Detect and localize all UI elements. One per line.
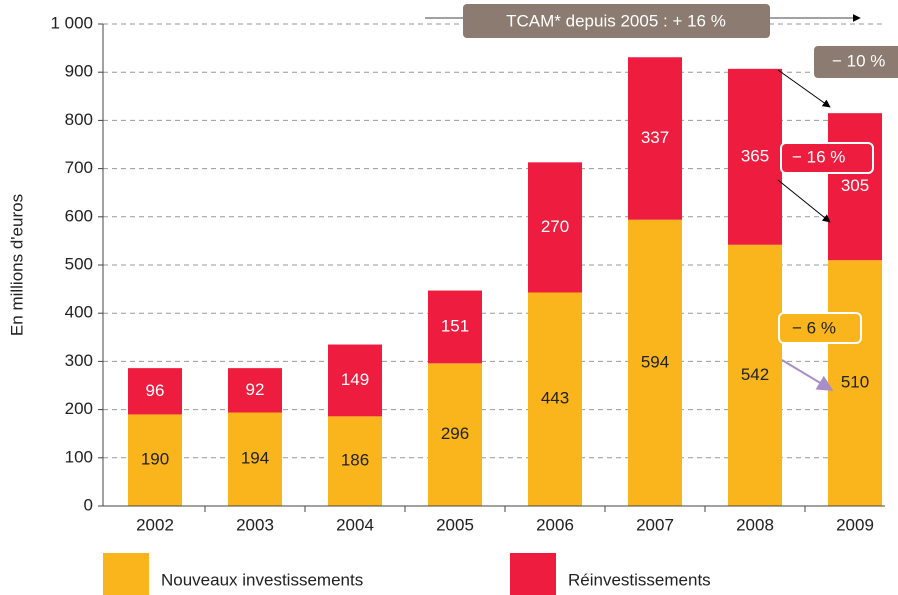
x-tick-label: 2007: [636, 515, 674, 534]
bar-segment: [128, 414, 182, 506]
y-axis-label: En millions d'euros: [7, 194, 26, 336]
bar-segment: [428, 363, 482, 506]
annotation: − 6 %: [792, 318, 836, 337]
bar-segment: [128, 368, 182, 415]
data-label: 149: [341, 370, 369, 389]
data-label: 305: [841, 176, 869, 195]
y-tick-label: 1 000: [50, 13, 93, 32]
y-tick-label: 600: [65, 206, 93, 225]
legend-swatch: [103, 553, 149, 595]
y-tick-label: 300: [65, 351, 93, 370]
x-tick-label: 2003: [236, 515, 274, 534]
bar-segment: [328, 416, 382, 506]
annotation-box: [778, 312, 862, 344]
data-label: 92: [246, 380, 265, 399]
data-label: 296: [441, 424, 469, 443]
data-label: 190: [141, 450, 169, 469]
data-label: 194: [241, 449, 269, 468]
data-label: 96: [146, 381, 165, 400]
bar-segment: [628, 57, 682, 220]
annotation-box: [780, 142, 874, 174]
data-label: 443: [541, 389, 569, 408]
data-label: 594: [641, 352, 669, 371]
annotation-box: [463, 4, 770, 38]
data-label: 542: [741, 365, 769, 384]
y-tick-label: 0: [84, 495, 93, 514]
legend-label: Réinvestissements: [568, 570, 711, 589]
bar-segment: [528, 292, 582, 506]
data-label: 151: [441, 316, 469, 335]
arrow: [777, 179, 831, 223]
bar-segment: [728, 68, 782, 245]
arrow: [777, 69, 831, 108]
y-tick-label: 400: [65, 303, 93, 322]
bar-segment: [428, 290, 482, 364]
annotation-box: [814, 46, 898, 78]
arrow: [781, 359, 834, 391]
data-label: 365: [741, 146, 769, 165]
bar-segment: [628, 219, 682, 506]
data-label: 186: [341, 451, 369, 470]
y-tick-label: 100: [65, 447, 93, 466]
bar-segment: [728, 244, 782, 507]
y-tick-label: 200: [65, 399, 93, 418]
bar-segment: [228, 368, 282, 413]
legend-label: Nouveaux investissements: [161, 570, 363, 589]
x-tick-label: 2006: [536, 515, 574, 534]
y-tick-label: 900: [65, 62, 93, 81]
legend-swatch: [510, 553, 556, 595]
annotation: − 10 %: [832, 51, 885, 70]
x-tick-label: 2002: [136, 515, 174, 534]
bar-segment: [828, 113, 882, 261]
data-label: 337: [641, 128, 669, 147]
annotation: − 16 %: [792, 147, 845, 166]
bar-segment: [328, 344, 382, 417]
x-tick-label: 2009: [836, 515, 874, 534]
x-tick-label: 2005: [436, 515, 474, 534]
bar-segment: [228, 412, 282, 506]
y-tick-label: 800: [65, 110, 93, 129]
data-label: 510: [841, 373, 869, 392]
x-tick-label: 2008: [736, 515, 774, 534]
y-tick-label: 500: [65, 254, 93, 273]
bar-segment: [528, 162, 582, 293]
annotation: TCAM* depuis 2005 : + 16 %: [506, 11, 726, 30]
y-tick-label: 700: [65, 158, 93, 177]
bar-segment: [828, 260, 882, 506]
data-label: 270: [541, 217, 569, 236]
x-tick-label: 2004: [336, 515, 374, 534]
